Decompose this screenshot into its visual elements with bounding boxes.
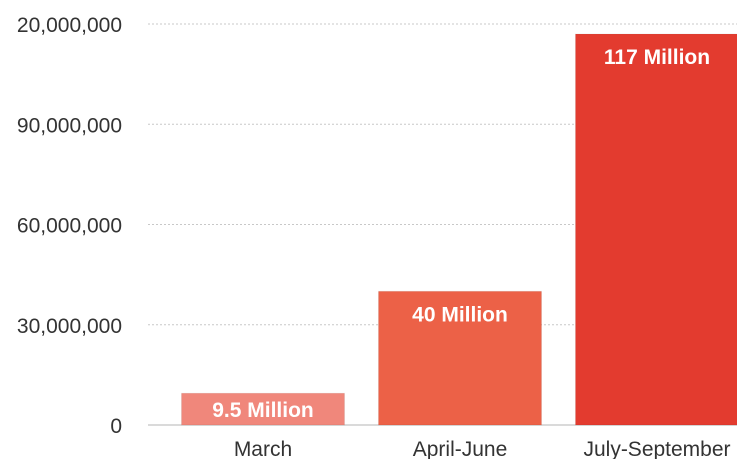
data-label: 9.5 Million: [212, 399, 314, 422]
data-label: 40 Million: [412, 303, 508, 326]
bar: [378, 290, 542, 426]
bar: [181, 392, 345, 426]
data-labels: 9.5 Million 40 Million 117 Million: [212, 46, 710, 422]
bar: [575, 33, 737, 426]
y-tick-label: 0: [110, 415, 122, 438]
y-axis: 0 30,000,000 60,000,000 90,000,000 20,000,00…: [17, 14, 737, 438]
x-tick-label: April-June: [413, 438, 508, 459]
data-label: 117 Million: [604, 46, 710, 69]
bars: [181, 33, 737, 426]
y-tick-label: 30,000,000: [17, 315, 122, 338]
y-tick-label: 60,000,000: [17, 215, 122, 238]
x-tick-label: March: [234, 438, 292, 459]
x-tick-label: July-September: [583, 438, 730, 459]
x-axis: March April-June July-September: [234, 438, 731, 459]
y-tick-label: 20,000,000: [17, 14, 122, 37]
y-tick-label: 90,000,000: [17, 114, 122, 137]
